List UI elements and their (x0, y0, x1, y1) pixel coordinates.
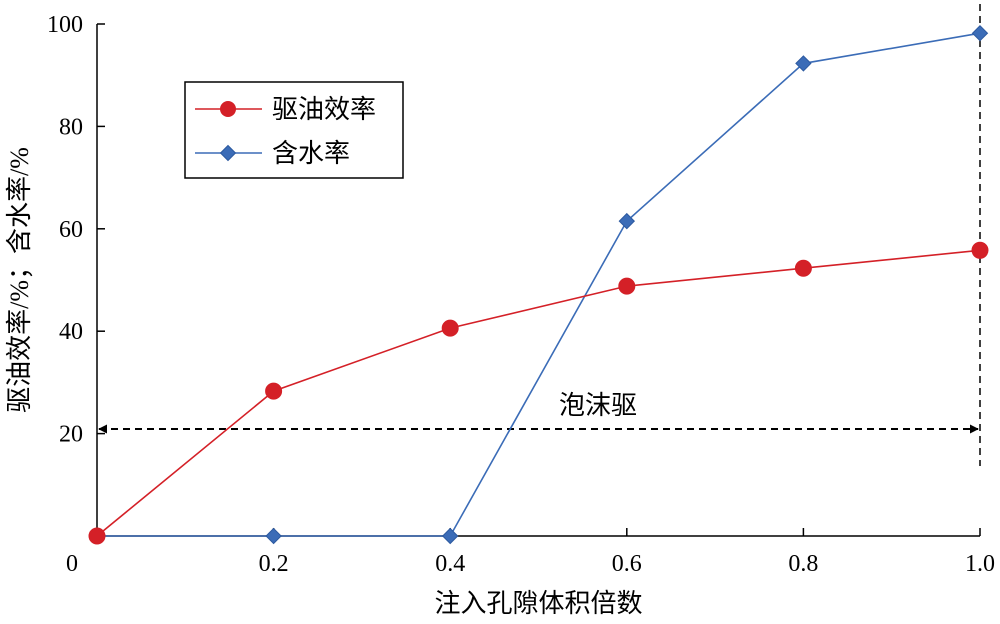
data-point (618, 212, 636, 230)
annotations: 泡沫驱 (98, 4, 981, 466)
legend-entry: 驱油效率 (195, 95, 376, 124)
data-point (265, 527, 282, 545)
y-axis-label: 驱油效率/%；含水率/% (5, 147, 34, 413)
series-line (97, 32, 981, 537)
y-tick-label: 100 (47, 12, 83, 38)
data-point (618, 277, 636, 295)
y-tick-label: 60 (59, 217, 83, 243)
x-tick-label: 0 (66, 551, 78, 577)
y-tick-label: 40 (59, 319, 83, 345)
data-point (441, 319, 459, 337)
legend-entry: 含水率 (195, 139, 350, 168)
data-point (971, 25, 989, 42)
legend-box (184, 81, 404, 179)
x-tick-label: 0.6 (612, 551, 642, 577)
x-tick-label: 0.8 (788, 551, 818, 577)
series-layer (88, 25, 989, 545)
x-tick-label: 0.2 (259, 551, 289, 577)
legend-marker (220, 101, 236, 117)
data-point (265, 382, 283, 400)
series-oil-displacement-efficiency (88, 241, 989, 545)
data-point (795, 55, 812, 72)
data-point (88, 527, 106, 545)
x-tick-label: 0.4 (435, 551, 465, 577)
data-point (441, 527, 459, 545)
foam-flooding-label: 泡沫驱 (559, 391, 637, 420)
y-tick-label: 20 (59, 422, 83, 448)
x-tick-label: 1.0 (965, 551, 995, 577)
legend-label: 驱油效率 (272, 95, 376, 124)
x-axis-label: 注入孔隙体积倍数 (434, 589, 642, 618)
series-line (96, 249, 981, 537)
data-point (794, 259, 812, 277)
data-point (971, 241, 989, 259)
y-tick-label: 80 (59, 114, 83, 140)
legend-marker (219, 144, 237, 162)
legend-label: 含水率 (272, 139, 350, 168)
